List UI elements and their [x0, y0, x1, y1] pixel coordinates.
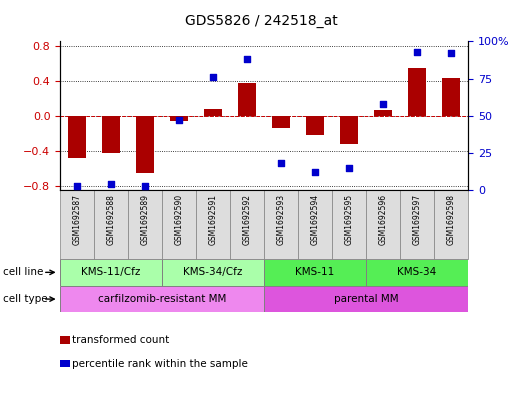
Bar: [264, 286, 468, 312]
Point: [277, 160, 286, 167]
Point: [379, 101, 388, 107]
Bar: [136, 116, 154, 173]
Point: [209, 74, 218, 80]
Text: GSM1692588: GSM1692588: [107, 194, 116, 244]
Text: GDS5826 / 242518_at: GDS5826 / 242518_at: [185, 14, 338, 28]
Point: [345, 165, 354, 171]
Bar: [374, 110, 392, 116]
Bar: [162, 190, 196, 259]
Bar: [230, 190, 264, 259]
Point: [141, 183, 150, 189]
Bar: [306, 116, 324, 135]
Point: [413, 49, 422, 55]
Bar: [434, 190, 468, 259]
Text: GSM1692590: GSM1692590: [175, 194, 184, 245]
Text: GSM1692595: GSM1692595: [345, 194, 354, 245]
Bar: [196, 190, 230, 259]
Bar: [170, 116, 188, 121]
Text: KMS-11: KMS-11: [295, 267, 335, 277]
Bar: [272, 116, 290, 128]
Bar: [298, 190, 332, 259]
Text: percentile rank within the sample: percentile rank within the sample: [72, 358, 247, 369]
Bar: [102, 116, 120, 152]
Bar: [204, 109, 222, 116]
Text: GSM1692594: GSM1692594: [311, 194, 320, 245]
Point: [311, 169, 320, 176]
Bar: [366, 259, 468, 286]
Text: KMS-11/Cfz: KMS-11/Cfz: [82, 267, 141, 277]
Text: cell type: cell type: [3, 294, 47, 304]
Point: [107, 181, 116, 187]
Text: cell line: cell line: [3, 267, 43, 277]
Text: GSM1692593: GSM1692593: [277, 194, 286, 245]
Bar: [332, 190, 366, 259]
Bar: [264, 259, 366, 286]
Bar: [68, 116, 86, 158]
Text: GSM1692596: GSM1692596: [379, 194, 388, 245]
Point: [447, 50, 456, 56]
Text: GSM1692587: GSM1692587: [73, 194, 82, 245]
Text: carfilzomib-resistant MM: carfilzomib-resistant MM: [98, 294, 226, 304]
Text: GSM1692598: GSM1692598: [447, 194, 456, 245]
Bar: [400, 190, 434, 259]
Bar: [94, 190, 128, 259]
Bar: [264, 190, 298, 259]
Bar: [162, 259, 264, 286]
Text: KMS-34/Cfz: KMS-34/Cfz: [184, 267, 243, 277]
Bar: [366, 190, 400, 259]
Bar: [340, 116, 358, 144]
Bar: [60, 190, 94, 259]
Bar: [60, 286, 264, 312]
Point: [243, 56, 252, 62]
Point: [73, 183, 82, 189]
Text: GSM1692591: GSM1692591: [209, 194, 218, 245]
Bar: [442, 78, 460, 116]
Bar: [128, 190, 162, 259]
Text: parental MM: parental MM: [334, 294, 399, 304]
Text: GSM1692592: GSM1692592: [243, 194, 252, 245]
Bar: [408, 68, 426, 116]
Bar: [238, 83, 256, 116]
Text: GSM1692597: GSM1692597: [413, 194, 422, 245]
Point: [175, 117, 184, 123]
Text: transformed count: transformed count: [72, 335, 169, 345]
Text: GSM1692589: GSM1692589: [141, 194, 150, 245]
Text: KMS-34: KMS-34: [397, 267, 437, 277]
Bar: [60, 259, 162, 286]
